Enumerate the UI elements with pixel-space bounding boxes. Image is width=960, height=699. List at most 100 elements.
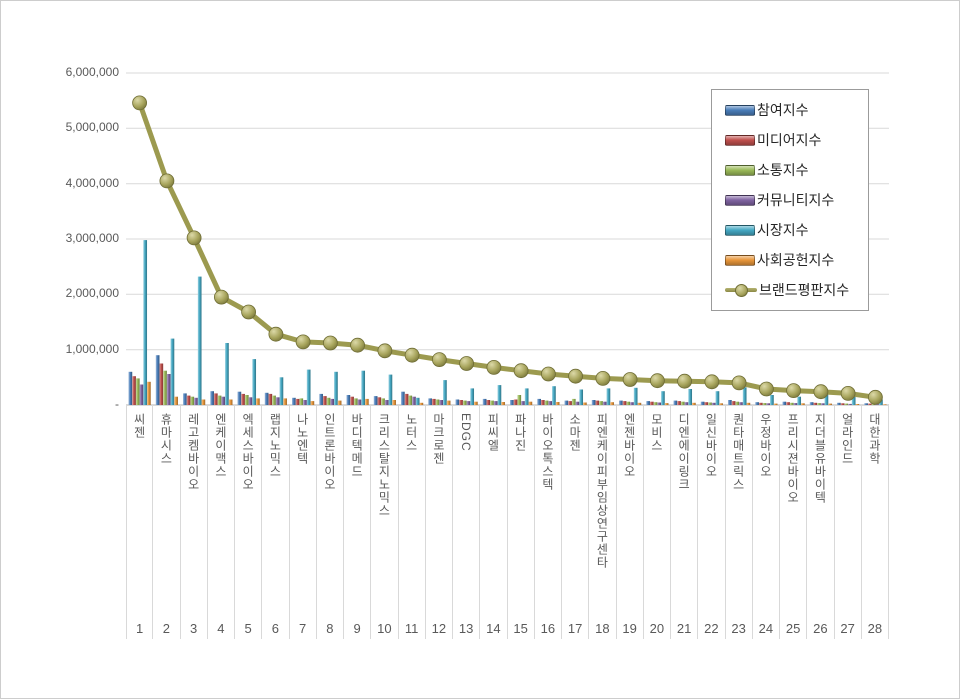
bar-media-index <box>322 396 327 405</box>
bar-market-index <box>415 397 420 405</box>
category-label: 피씨엘 <box>485 413 500 452</box>
bar-community-index <box>493 401 498 405</box>
bar-community-index <box>630 402 634 405</box>
bar-participation-index <box>128 371 133 405</box>
category-label: 마크로젠 <box>431 413 446 465</box>
category-column: 바디텍메드 9 <box>344 406 372 639</box>
bar-participation-index <box>264 392 269 405</box>
bar-communication-index <box>517 395 522 405</box>
line-marker <box>486 359 502 375</box>
bar-media-index <box>377 397 382 405</box>
bar-media-index <box>540 400 545 405</box>
rank-label: 4 <box>217 621 225 636</box>
bar-market-index <box>197 276 202 405</box>
bar-media-index <box>649 401 654 405</box>
bar-community-index <box>194 397 198 405</box>
bar-market-index <box>633 387 638 405</box>
category-label: EDGC <box>459 413 474 452</box>
rank-label: 9 <box>353 621 361 636</box>
bar-media-index <box>295 398 300 405</box>
bar-social-contribution-index <box>801 403 805 405</box>
category-column: 엑세스바이오 5 <box>235 406 263 639</box>
bar-community-index <box>221 396 226 405</box>
category-column: 피엔케이피부임상연구센타 18 <box>589 406 617 639</box>
rank-label: 8 <box>326 621 334 636</box>
category-column: 마크로젠 12 <box>426 406 453 639</box>
legend-swatch-community-index <box>725 194 755 206</box>
rank-label: 14 <box>486 621 501 636</box>
bar-market-index <box>824 393 829 405</box>
bar-social-contribution-index <box>310 401 315 405</box>
bar-communication-index <box>490 400 494 405</box>
category-label: 인트론바이오 <box>322 413 337 491</box>
legend-item-social-contribution-index: 사회공헌지수 <box>725 245 864 275</box>
line-marker <box>595 370 611 386</box>
legend-label: 사회공헌지수 <box>757 252 835 268</box>
bar-community-index <box>848 403 852 405</box>
bar-participation-index <box>619 400 623 405</box>
line-marker <box>513 363 529 379</box>
bar-communication-index <box>272 395 276 405</box>
bar-community-index <box>711 402 716 405</box>
rank-label: 18 <box>595 621 610 636</box>
category-label: 레고켐바이오 <box>186 413 201 491</box>
bar-market-index <box>552 386 556 405</box>
bar-communication-index <box>544 400 549 405</box>
legend-swatch-market-index <box>725 224 755 236</box>
bar-communication-index <box>381 398 385 405</box>
bar-social-contribution-index <box>773 403 778 405</box>
line-marker <box>268 326 284 342</box>
bar-social-contribution-index <box>283 398 287 405</box>
bar-participation-index <box>292 397 296 405</box>
bar-social-contribution-index <box>147 381 151 405</box>
bar-participation-index <box>183 393 187 405</box>
bar-market-index <box>361 370 366 405</box>
bar-participation-index <box>700 401 705 405</box>
line-marker <box>786 383 801 399</box>
category-label: 크리스탈지노믹스 <box>376 413 391 517</box>
rank-label: 25 <box>785 621 801 636</box>
rank-label: 13 <box>458 621 474 636</box>
bar-participation-index <box>482 398 487 405</box>
bar-media-index <box>241 393 245 405</box>
category-column: 엔케이맥스 4 <box>208 406 235 639</box>
bar-participation-index <box>782 401 787 405</box>
legend-item-community-index: 커뮤니티지수 <box>725 185 864 215</box>
line-marker <box>759 381 774 397</box>
bar-market-index <box>306 369 311 405</box>
bar-participation-index <box>155 355 160 405</box>
bar-community-index <box>820 403 825 405</box>
bar-media-index <box>677 401 681 405</box>
bar-social-contribution-index <box>555 402 560 405</box>
category-label: 모비스 <box>649 413 664 452</box>
line-marker <box>813 384 829 400</box>
bar-communication-index <box>462 400 467 405</box>
line-marker <box>677 373 692 389</box>
line-marker <box>840 385 856 401</box>
bar-social-contribution-index <box>583 402 587 405</box>
line-marker <box>459 356 475 371</box>
bar-communication-index <box>762 403 767 405</box>
bar-communication-index <box>789 402 794 405</box>
line-marker <box>404 347 420 363</box>
legend-swatch-brand-reputation-index <box>725 282 757 298</box>
bar-market-index <box>279 377 284 405</box>
bar-communication-index <box>680 401 685 405</box>
bar-communication-index <box>735 401 740 405</box>
line-marker <box>622 372 638 387</box>
rank-label: 22 <box>704 621 719 636</box>
category-column: 얼라인드 27 <box>835 406 862 639</box>
y-axis-tick-label: 3,000,000 <box>65 231 119 245</box>
bar-participation-index <box>564 400 569 405</box>
legend-swatch-media-index <box>725 134 755 146</box>
bar-social-contribution-index <box>201 399 206 405</box>
bar-community-index <box>684 402 689 405</box>
bar-media-index <box>213 393 218 405</box>
category-label: 엔케이맥스 <box>213 413 228 478</box>
bar-social-contribution-index <box>664 403 669 405</box>
category-column: 노터스 11 <box>399 406 426 639</box>
bar-community-index <box>412 396 416 405</box>
bar-social-contribution-index <box>365 398 369 405</box>
category-column: 소마젠 17 <box>562 406 590 639</box>
bar-social-contribution-index <box>392 400 396 405</box>
